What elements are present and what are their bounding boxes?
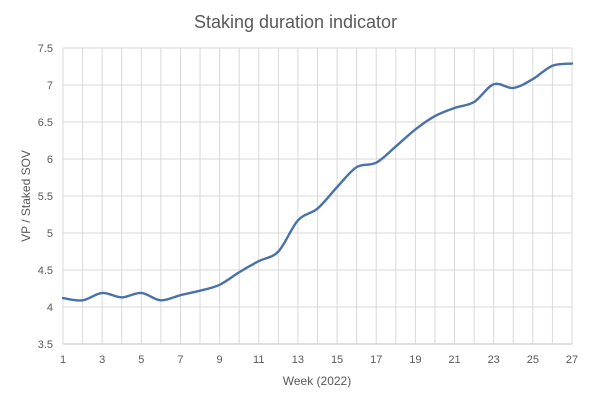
x-tick-label: 11 [253, 354, 264, 366]
x-tick-label: 27 [566, 354, 578, 366]
x-tick-label: 1 [60, 354, 66, 366]
series-line [61, 62, 574, 302]
y-tick-label: 7 [47, 80, 53, 92]
y-tick-label: 5.5 [38, 191, 53, 203]
x-tick-label: 25 [527, 354, 539, 366]
x-axis-label: Week (2022) [283, 374, 351, 388]
chart-title: Staking duration indicator [194, 12, 397, 32]
x-tick-label: 3 [99, 354, 105, 366]
y-tick-label: 4 [47, 302, 53, 314]
x-tick-label: 9 [217, 354, 223, 366]
x-tick-label: 13 [292, 354, 304, 366]
series [61, 62, 574, 302]
y-tick-label: 4.5 [38, 265, 53, 277]
x-axis-ticks: 1 3 5 7 9 11 13 15 17 19 21 23 25 27 [60, 354, 578, 366]
x-tick-label: 15 [331, 354, 343, 366]
y-axis-ticks: 3.5 4 4.5 5 5.5 6 6.5 7 7.5 [38, 43, 53, 351]
x-tick-label: 21 [448, 354, 460, 366]
y-tick-label: 5 [47, 228, 53, 240]
grid [62, 47, 573, 345]
y-tick-label: 7.5 [38, 43, 53, 55]
y-tick-label: 6.5 [38, 117, 53, 129]
y-axis-label: VP / Staked SOV [19, 150, 33, 242]
x-tick-label: 17 [370, 354, 382, 366]
x-tick-label: 19 [409, 354, 421, 366]
x-tick-label: 7 [177, 354, 183, 366]
x-tick-label: 5 [138, 354, 144, 366]
y-tick-label: 6 [47, 154, 53, 166]
x-tick-label: 23 [488, 354, 500, 366]
y-tick-label: 3.5 [38, 339, 53, 351]
